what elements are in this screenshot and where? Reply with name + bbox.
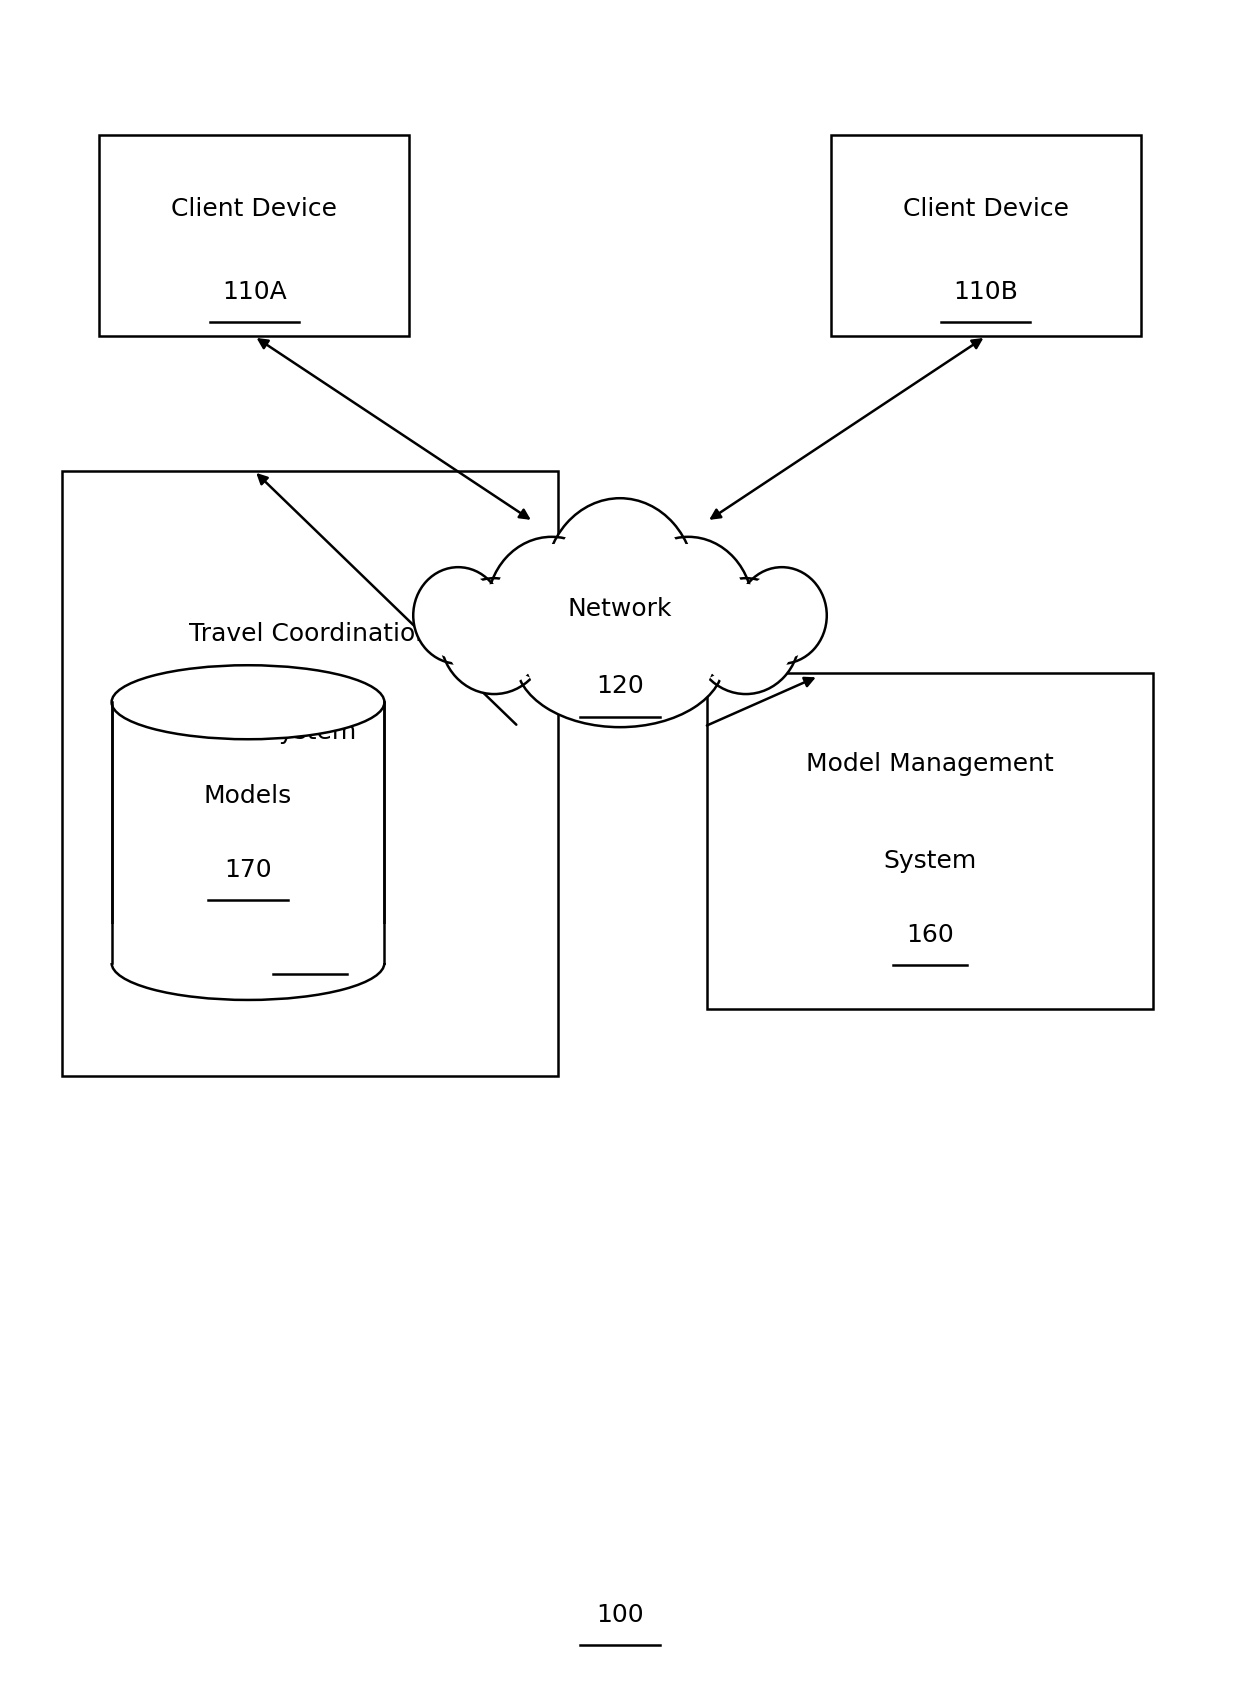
Text: 160: 160 — [906, 923, 954, 947]
Ellipse shape — [544, 498, 696, 669]
Ellipse shape — [494, 543, 610, 673]
Ellipse shape — [418, 572, 498, 659]
Text: 100: 100 — [596, 1603, 644, 1626]
FancyBboxPatch shape — [831, 135, 1141, 336]
Ellipse shape — [552, 506, 688, 661]
Ellipse shape — [630, 543, 746, 673]
Bar — [108, 925, 388, 962]
Ellipse shape — [440, 579, 548, 695]
Text: 110B: 110B — [954, 279, 1018, 304]
Ellipse shape — [445, 584, 543, 688]
Ellipse shape — [742, 572, 822, 659]
Ellipse shape — [112, 925, 384, 999]
Ellipse shape — [697, 584, 795, 688]
Text: 110A: 110A — [222, 279, 286, 304]
FancyBboxPatch shape — [707, 673, 1153, 1009]
Text: Network: Network — [568, 597, 672, 621]
Ellipse shape — [737, 567, 827, 664]
Text: Client Device: Client Device — [171, 197, 337, 222]
Text: Client Device: Client Device — [903, 197, 1069, 222]
Ellipse shape — [526, 602, 714, 720]
Bar — [112, 703, 384, 962]
Text: 170: 170 — [224, 858, 272, 881]
Text: 130: 130 — [286, 932, 334, 955]
Text: Model Management: Model Management — [806, 752, 1054, 775]
Ellipse shape — [413, 567, 503, 664]
Text: System: System — [263, 720, 357, 743]
Ellipse shape — [516, 595, 724, 727]
FancyBboxPatch shape — [62, 471, 558, 1076]
Ellipse shape — [112, 666, 384, 740]
FancyBboxPatch shape — [99, 135, 409, 336]
Text: System: System — [883, 849, 977, 873]
Text: Models: Models — [203, 784, 293, 807]
Ellipse shape — [692, 579, 800, 695]
Text: Travel Coordination: Travel Coordination — [188, 622, 432, 646]
Ellipse shape — [624, 537, 753, 680]
Ellipse shape — [487, 537, 616, 680]
Text: 120: 120 — [596, 674, 644, 698]
